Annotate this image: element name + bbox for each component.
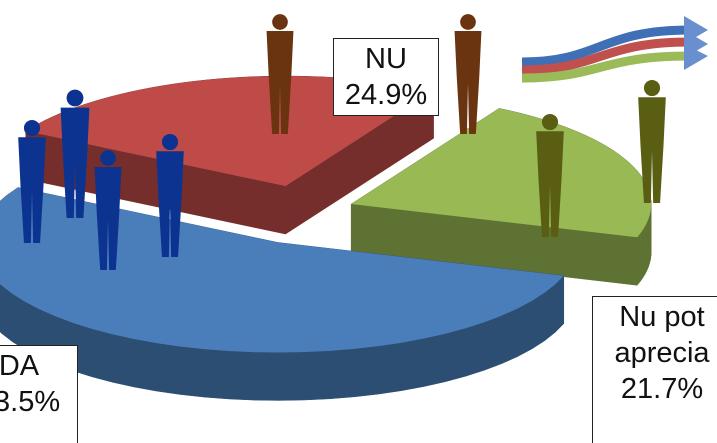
slice-side: [545, 284, 556, 340]
slice-side: [640, 230, 643, 282]
slice-side: [643, 226, 645, 278]
decor: [522, 16, 708, 78]
slice-side: [502, 308, 518, 363]
chart: NU 24.9% DA 53.5% Nu pot aprecia 21.7%: [0, 0, 717, 443]
silhouette: [67, 90, 84, 107]
value-label: 24.9%: [345, 79, 427, 111]
slice-side: [329, 349, 354, 399]
slice-side: [466, 322, 485, 376]
category-label: DA: [0, 350, 39, 382]
arrow-head: [684, 16, 708, 70]
label-nu: NU 24.9%: [333, 38, 439, 116]
silhouette: [24, 120, 40, 136]
silhouette: [455, 31, 482, 134]
slice-side: [229, 351, 254, 400]
slice-side: [1, 285, 12, 341]
slice-side: [113, 334, 135, 387]
value-label: 53.5%: [0, 386, 60, 418]
silhouette: [542, 114, 558, 130]
slice-side: [304, 351, 329, 400]
silhouette: [272, 14, 288, 30]
slice-side: [555, 276, 564, 333]
slice-side: [279, 352, 304, 400]
slice-side: [254, 352, 279, 400]
slice-side: [354, 346, 378, 397]
slice-side: [401, 339, 423, 391]
silhouette: [100, 150, 116, 166]
slice-side: [0, 277, 1, 334]
slice-side: [424, 334, 445, 387]
silhouette: [460, 14, 476, 30]
category-label: NU: [365, 43, 407, 75]
category-label: Nu pot aprecia: [614, 301, 709, 369]
slice-side: [645, 223, 647, 275]
value-label: 21.7%: [621, 373, 703, 405]
slice-side: [484, 316, 502, 371]
slice-side: [518, 301, 532, 357]
slice-side: [378, 343, 401, 394]
label-nupot: Nu pot aprecia 21.7%: [592, 296, 717, 443]
slice-side: [204, 349, 229, 399]
slice-side: [637, 234, 640, 286]
label-da: DA 53.5%: [0, 345, 78, 443]
slice-side: [12, 294, 25, 350]
slice-side: [92, 329, 112, 382]
slice-side: [445, 328, 465, 381]
slice-side: [157, 343, 180, 394]
slice-side: [180, 346, 204, 397]
slice-side: [532, 293, 544, 349]
silhouette: [644, 80, 660, 96]
silhouette: [162, 134, 178, 150]
slice-side: [134, 339, 157, 391]
